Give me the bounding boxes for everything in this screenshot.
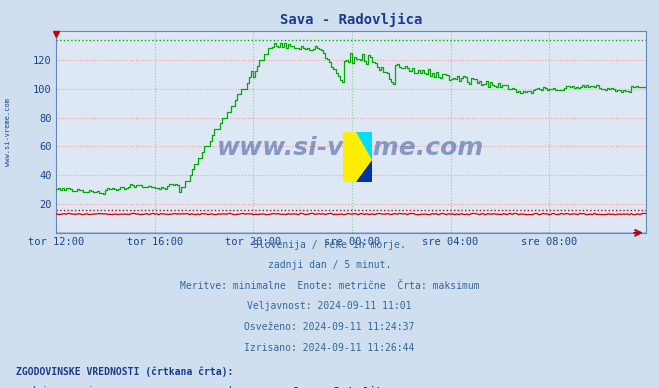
- Text: Osveženo: 2024-09-11 11:24:37: Osveženo: 2024-09-11 11:24:37: [244, 322, 415, 332]
- Polygon shape: [356, 132, 372, 160]
- Title: Sava - Radovljica: Sava - Radovljica: [279, 13, 422, 27]
- Text: Sava - Radovljica: Sava - Radovljica: [293, 386, 393, 388]
- Text: sedaj:: sedaj:: [18, 386, 53, 388]
- Text: Meritve: minimalne  Enote: metrične  Črta: maksimum: Meritve: minimalne Enote: metrične Črta:…: [180, 281, 479, 291]
- Text: www.si-vreme.com: www.si-vreme.com: [217, 136, 484, 160]
- Text: www.si-vreme.com: www.si-vreme.com: [5, 98, 11, 166]
- Text: povpr.:: povpr.:: [148, 386, 189, 388]
- Text: ZGODOVINSKE VREDNOSTI (črtkana črta):: ZGODOVINSKE VREDNOSTI (črtkana črta):: [16, 366, 234, 377]
- Text: Izrisano: 2024-09-11 11:26:44: Izrisano: 2024-09-11 11:26:44: [244, 343, 415, 353]
- Text: maks.:: maks.:: [217, 386, 252, 388]
- Text: min.:: min.:: [82, 386, 112, 388]
- Text: Veljavnost: 2024-09-11 11:01: Veljavnost: 2024-09-11 11:01: [247, 301, 412, 312]
- Text: zadnji dan / 5 minut.: zadnji dan / 5 minut.: [268, 260, 391, 270]
- Polygon shape: [356, 160, 372, 182]
- Text: Slovenija / reke in morje.: Slovenija / reke in morje.: [253, 240, 406, 250]
